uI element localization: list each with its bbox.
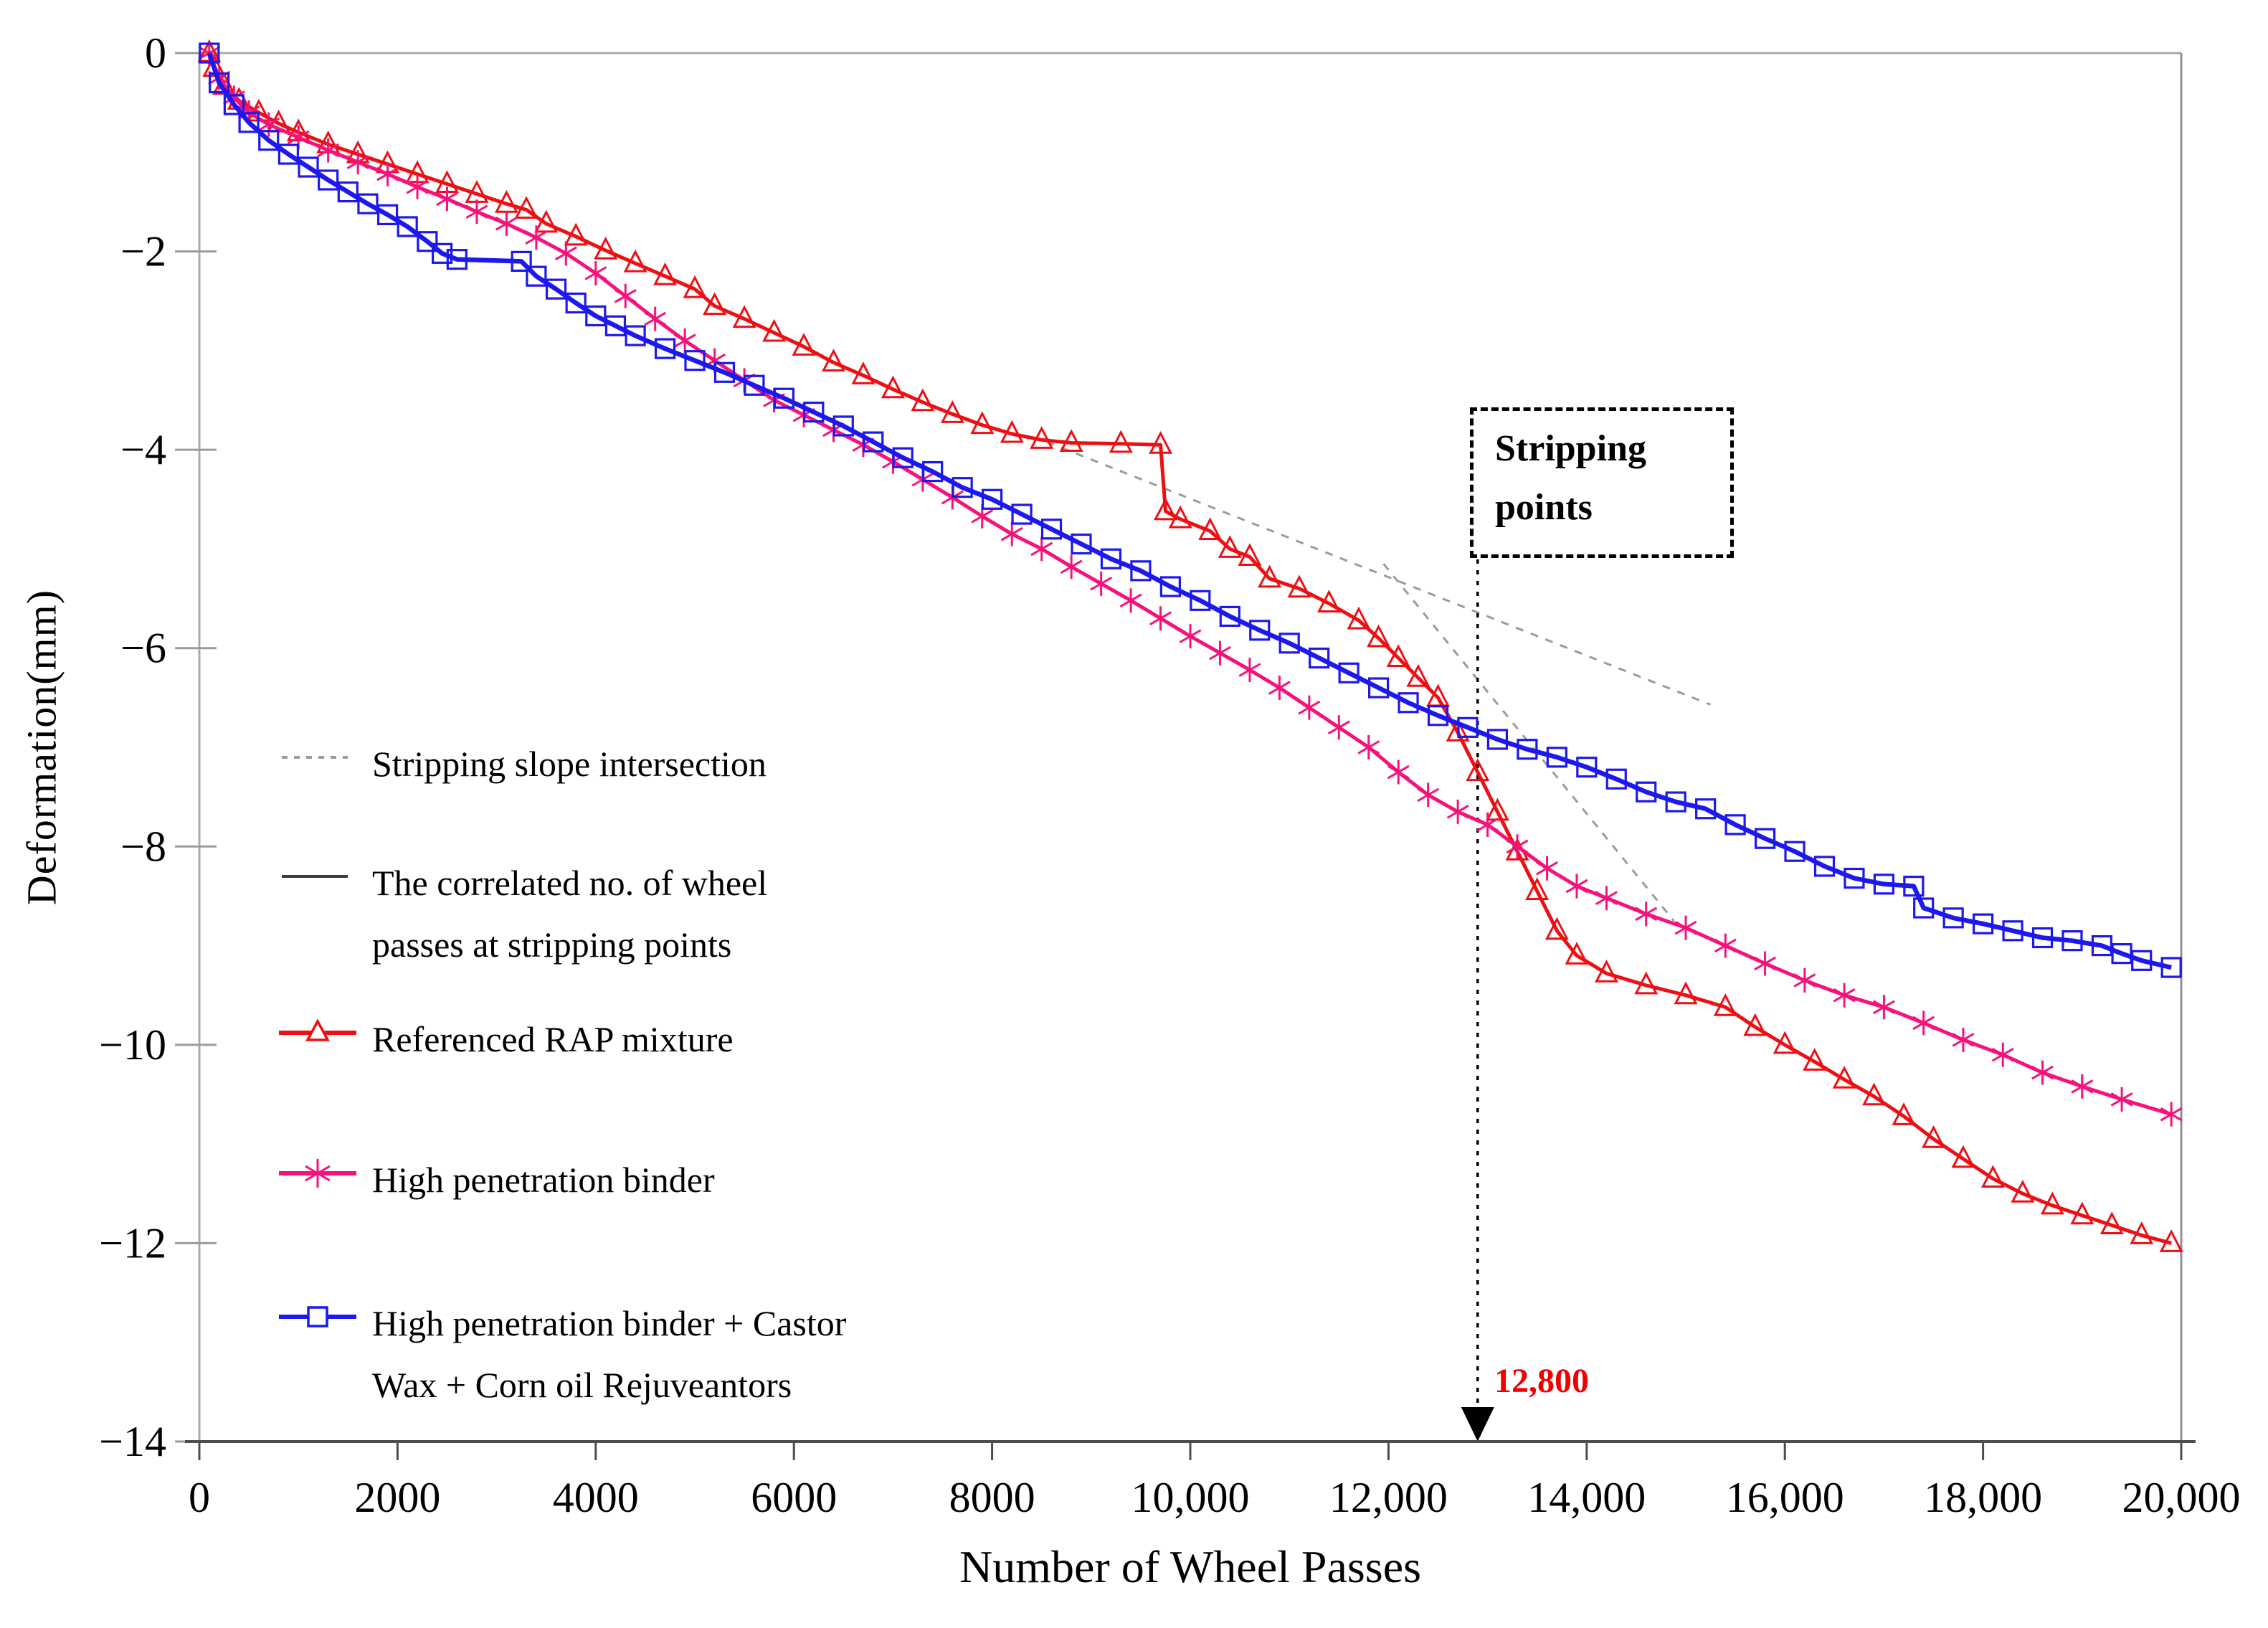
- x-tick-label: 10,000: [1131, 1474, 1250, 1521]
- stripping-points-box: Stripping points: [1470, 407, 1734, 558]
- stripping-passes-value: 12,800: [1494, 1362, 1589, 1400]
- x-axis-ticks: 0 2000 4000 6000 8000 10,000 12,000 14,000 16,00…: [189, 1442, 2241, 1521]
- stripping-box-line2: points: [1495, 487, 1593, 528]
- x-tick-label: 2000: [354, 1474, 440, 1521]
- x-tick-label: 6000: [751, 1474, 837, 1521]
- y-tick-label: −6: [120, 625, 166, 672]
- x-tick-label: 18,000: [1924, 1474, 2042, 1521]
- y-axis-ticks: 0 −2 −4 −6 −8 −10 −12 −14: [99, 29, 217, 1465]
- y-tick-label: −12: [99, 1219, 166, 1267]
- x-tick-label: 12,000: [1329, 1474, 1448, 1521]
- y-tick-label: −14: [99, 1418, 166, 1465]
- x-axis-title: Number of Wheel Passes: [959, 1541, 1421, 1592]
- y-tick-label: −8: [120, 823, 166, 870]
- x-tick-label: 0: [189, 1474, 210, 1521]
- series-asterisk: [198, 41, 2183, 1127]
- axes: [198, 52, 2183, 1442]
- x-tick-label: 8000: [949, 1474, 1035, 1521]
- series-square: [199, 42, 2182, 978]
- y-tick-label: −10: [99, 1021, 166, 1069]
- y-tick-label: −4: [120, 426, 166, 473]
- stripping-passes-line: [1461, 559, 1494, 1442]
- x-tick-label: 4000: [553, 1474, 639, 1521]
- stripping-box-line1: Stripping: [1495, 428, 1646, 469]
- x-tick-label: 16,000: [1726, 1474, 1844, 1521]
- x-tick-label: 14,000: [1527, 1474, 1646, 1521]
- y-axis-title: Deformation(mm): [18, 589, 65, 906]
- x-tick-label: 20,000: [2122, 1474, 2241, 1521]
- y-tick-label: −2: [120, 228, 166, 275]
- stripping-slope-lines: [1046, 440, 1712, 922]
- arrow-down-icon: [1461, 1407, 1494, 1442]
- y-tick-label: 0: [145, 29, 166, 77]
